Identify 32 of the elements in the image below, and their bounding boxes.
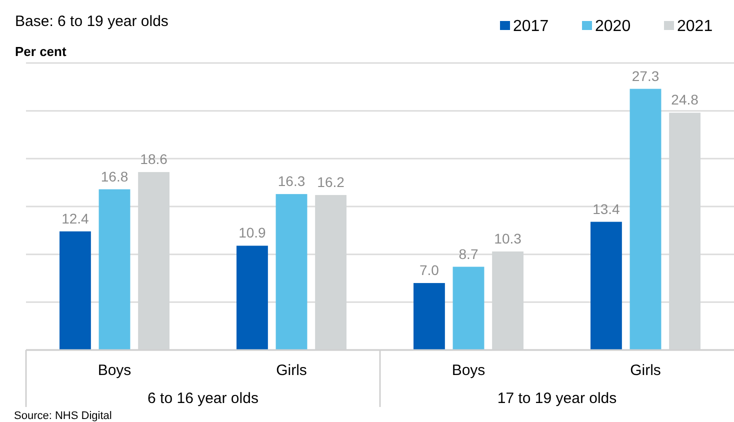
y-axis-title: Per cent — [15, 44, 67, 59]
text: 17 to 19 year olds — [497, 390, 617, 407]
bar — [98, 189, 130, 350]
data-label: 8.7 — [458, 246, 478, 262]
data-label: 27.3 — [632, 68, 660, 84]
source-note: Source: NHS Digital — [14, 410, 112, 422]
data-label: 12.4 — [62, 210, 90, 226]
bar — [236, 246, 268, 350]
x-tick-label: Boys — [98, 362, 132, 379]
legend-label: 2021 — [677, 18, 713, 35]
text: 6 to 16 year olds — [148, 390, 258, 407]
data-label: 16.3 — [278, 173, 306, 190]
data-label: 16.8 — [100, 168, 128, 184]
data-label: 13.4 — [592, 200, 620, 217]
x-tick-label: Boys — [452, 362, 486, 379]
x-tick-label: Girls — [276, 362, 307, 379]
bar — [452, 266, 484, 350]
bar — [60, 231, 91, 350]
data-label: 7.0 — [419, 262, 440, 278]
data-label: 10.9 — [238, 224, 266, 241]
bar — [590, 222, 622, 350]
legend-label: 2020 — [595, 18, 631, 35]
x-tick-label: Girls — [630, 362, 661, 379]
legend-label: 2017 — [513, 18, 549, 35]
bar — [630, 88, 662, 350]
data-label: 16.2 — [317, 174, 345, 190]
bar — [414, 283, 445, 350]
data-label: 24.8 — [671, 92, 699, 108]
data-label: 10.3 — [494, 230, 522, 246]
data-label: 18.6 — [140, 151, 168, 168]
bar — [276, 194, 308, 350]
chart-title: Base: 6 to 19 year olds — [15, 13, 168, 30]
